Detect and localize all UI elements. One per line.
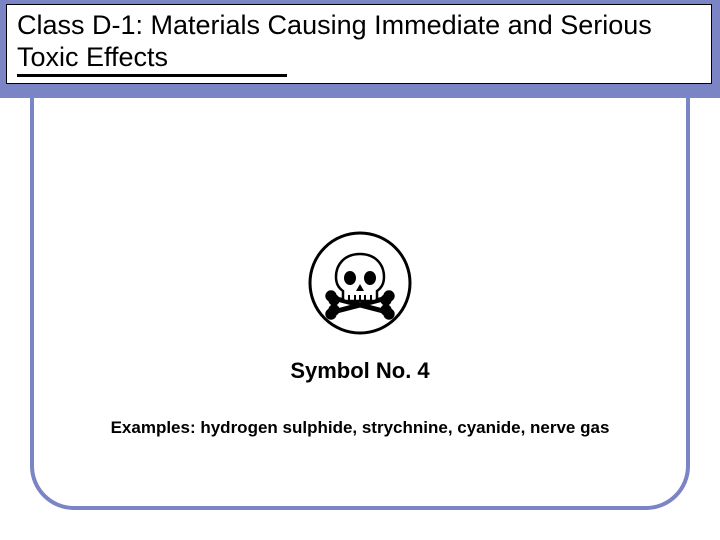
title-underline: [17, 74, 287, 77]
hazard-symbol-wrap: [305, 228, 415, 343]
symbol-number-label: Symbol No. 4: [34, 358, 686, 384]
examples-text: Examples: hydrogen sulphide, strychnine,…: [34, 418, 686, 438]
slide-title: Class D-1: Materials Causing Immediate a…: [17, 9, 701, 74]
skull-crossbones-icon: [305, 228, 415, 338]
content-frame: Symbol No. 4 Examples: hydrogen sulphide…: [30, 98, 690, 510]
title-box: Class D-1: Materials Causing Immediate a…: [6, 4, 712, 84]
